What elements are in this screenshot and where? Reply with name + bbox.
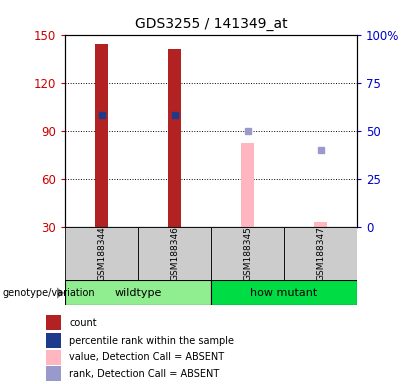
Text: percentile rank within the sample: percentile rank within the sample	[69, 336, 234, 346]
Bar	[241, 143, 254, 227]
Text: genotype/variation: genotype/variation	[2, 288, 95, 298]
Bar	[65, 280, 211, 305]
Bar	[65, 227, 138, 280]
Text: rank, Detection Call = ABSENT: rank, Detection Call = ABSENT	[69, 369, 220, 379]
Text: GSM188344: GSM188344	[97, 226, 106, 281]
Polygon shape	[57, 287, 64, 299]
Bar	[46, 366, 61, 381]
Text: wildtype: wildtype	[114, 288, 162, 298]
Bar	[314, 222, 327, 227]
Bar	[46, 333, 61, 348]
Bar	[211, 227, 284, 280]
Title: GDS3255 / 141349_at: GDS3255 / 141349_at	[135, 17, 287, 31]
Text: how mutant: how mutant	[250, 288, 318, 298]
Text: GSM188346: GSM188346	[170, 226, 179, 281]
Bar	[46, 315, 61, 330]
Bar	[284, 227, 357, 280]
Text: value, Detection Call = ABSENT: value, Detection Call = ABSENT	[69, 352, 224, 362]
Bar	[168, 49, 181, 227]
Text: GSM188347: GSM188347	[316, 226, 325, 281]
Text: GSM188345: GSM188345	[243, 226, 252, 281]
Bar	[95, 44, 108, 227]
Bar	[138, 227, 211, 280]
Bar	[211, 280, 357, 305]
Bar	[46, 349, 61, 364]
Text: count: count	[69, 318, 97, 328]
